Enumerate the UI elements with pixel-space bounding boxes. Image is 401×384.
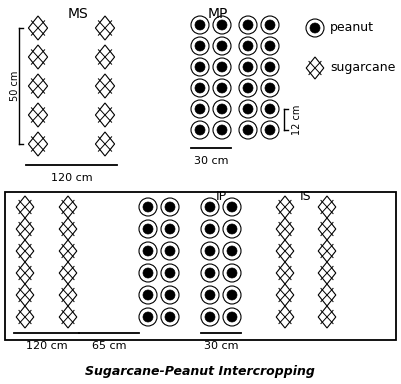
Bar [5, 192, 396, 340]
Circle shape [165, 224, 175, 234]
Circle shape [205, 224, 215, 234]
Circle shape [143, 268, 153, 278]
Text: sugarcane: sugarcane [330, 61, 395, 74]
Circle shape [205, 202, 215, 212]
Circle shape [143, 246, 153, 256]
Circle shape [310, 23, 320, 33]
Circle shape [217, 125, 227, 135]
Circle shape [265, 62, 275, 72]
Text: IS: IS [300, 190, 312, 204]
Circle shape [227, 268, 237, 278]
Circle shape [165, 312, 175, 322]
Circle shape [227, 312, 237, 322]
Circle shape [265, 104, 275, 114]
Circle shape [265, 83, 275, 93]
Circle shape [217, 20, 227, 30]
Circle shape [143, 290, 153, 300]
Text: Sugarcane-Peanut Intercropping: Sugarcane-Peanut Intercropping [85, 366, 315, 379]
Circle shape [195, 83, 205, 93]
Circle shape [243, 83, 253, 93]
Text: peanut: peanut [330, 22, 374, 35]
Text: MS: MS [68, 7, 88, 21]
Text: MP: MP [208, 7, 228, 21]
Circle shape [265, 125, 275, 135]
Circle shape [165, 268, 175, 278]
Circle shape [195, 62, 205, 72]
Text: 120 cm: 120 cm [51, 173, 92, 183]
Circle shape [217, 41, 227, 51]
Circle shape [195, 41, 205, 51]
Circle shape [217, 83, 227, 93]
Text: 65 cm: 65 cm [92, 341, 126, 351]
Text: 30 cm: 30 cm [194, 156, 228, 166]
Circle shape [217, 62, 227, 72]
Text: 12 cm: 12 cm [292, 104, 302, 135]
Circle shape [143, 224, 153, 234]
Circle shape [205, 268, 215, 278]
Circle shape [143, 312, 153, 322]
Circle shape [227, 224, 237, 234]
Circle shape [195, 20, 205, 30]
Text: 30 cm: 30 cm [204, 341, 238, 351]
Circle shape [143, 202, 153, 212]
Circle shape [217, 104, 227, 114]
Circle shape [205, 246, 215, 256]
Circle shape [243, 41, 253, 51]
Circle shape [227, 290, 237, 300]
Circle shape [195, 104, 205, 114]
Circle shape [205, 312, 215, 322]
Circle shape [243, 125, 253, 135]
Text: IP: IP [215, 190, 227, 204]
Circle shape [265, 41, 275, 51]
Circle shape [227, 246, 237, 256]
Text: 120 cm: 120 cm [26, 341, 67, 351]
Text: 50 cm: 50 cm [10, 71, 20, 101]
Circle shape [205, 290, 215, 300]
Circle shape [243, 20, 253, 30]
Circle shape [227, 202, 237, 212]
Circle shape [243, 62, 253, 72]
Circle shape [243, 104, 253, 114]
Circle shape [165, 202, 175, 212]
Circle shape [165, 246, 175, 256]
Circle shape [195, 125, 205, 135]
Circle shape [165, 290, 175, 300]
Circle shape [265, 20, 275, 30]
